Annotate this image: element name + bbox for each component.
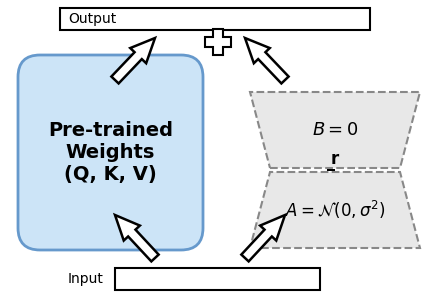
Polygon shape: [242, 215, 285, 261]
Text: Input: Input: [68, 272, 104, 286]
Polygon shape: [111, 38, 155, 83]
Polygon shape: [205, 29, 231, 55]
Bar: [60, 8, 370, 30]
Text: $A=\mathcal{N}(0,\sigma^2)$: $A=\mathcal{N}(0,\sigma^2)$: [285, 199, 385, 221]
Text: Pre-trained: Pre-trained: [48, 121, 173, 140]
Text: $B = 0$: $B = 0$: [312, 121, 358, 139]
Polygon shape: [250, 92, 420, 168]
Text: $\mathbf{r}$: $\mathbf{r}$: [330, 150, 340, 168]
Bar: [115, 268, 320, 290]
Text: (Q, K, V): (Q, K, V): [64, 165, 157, 184]
Polygon shape: [250, 172, 420, 248]
Text: Weights: Weights: [66, 143, 155, 162]
FancyBboxPatch shape: [18, 55, 203, 250]
Polygon shape: [245, 38, 289, 83]
Polygon shape: [115, 215, 159, 261]
Text: Output: Output: [68, 12, 116, 26]
